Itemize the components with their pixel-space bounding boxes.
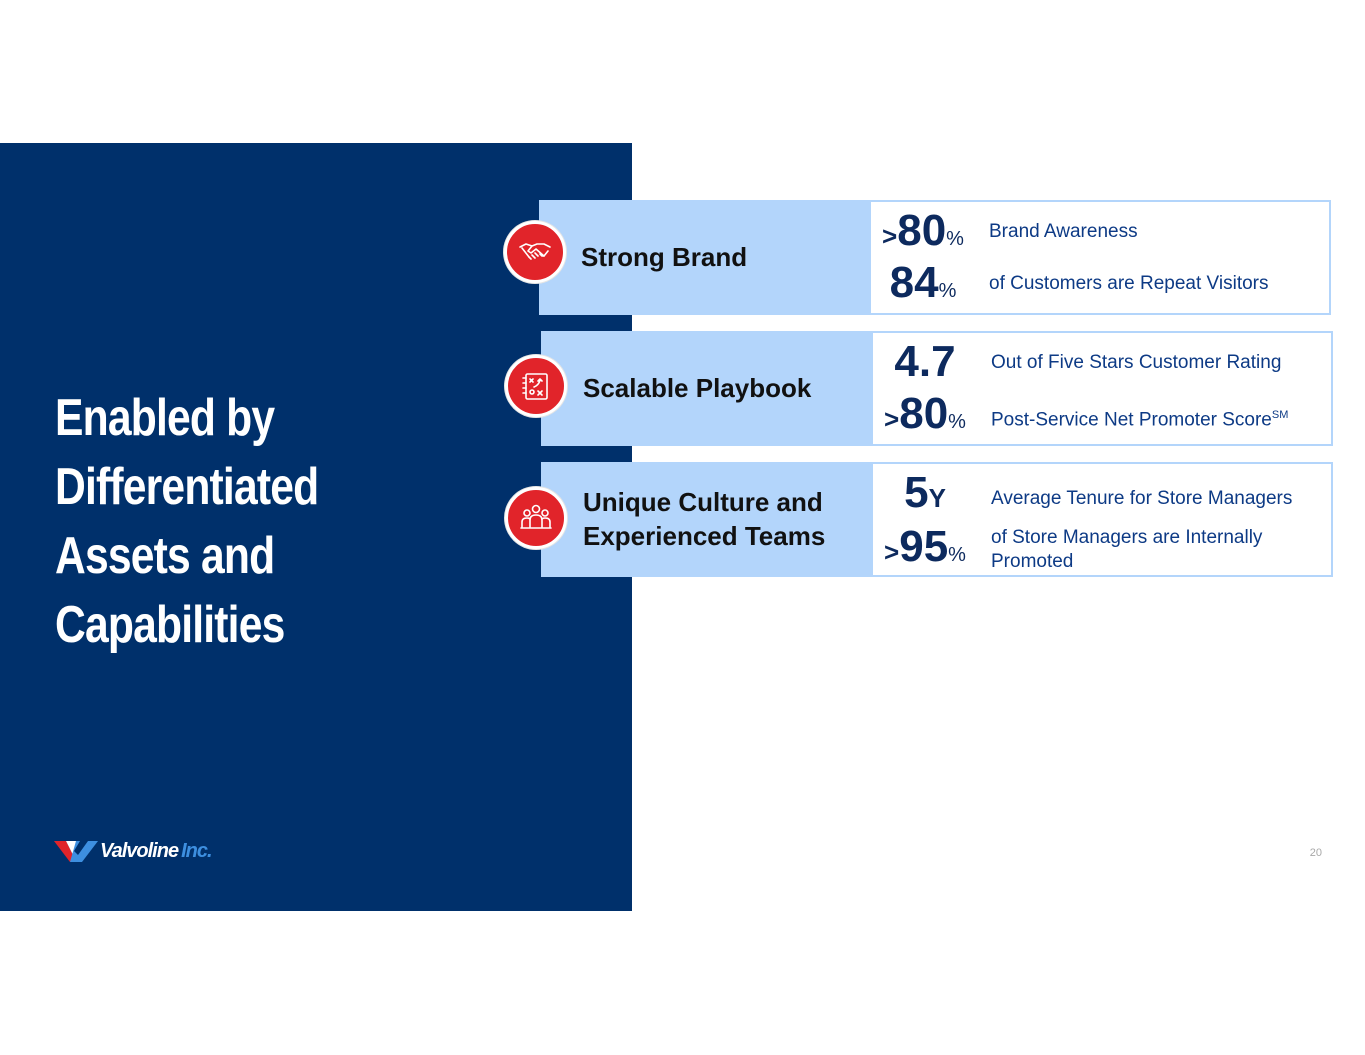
stat-item: >80% Brand Awareness	[871, 206, 1311, 256]
valvoline-v-logo-icon	[54, 841, 98, 862]
stat-description: of Customers are Repeat Visitors	[989, 273, 1269, 294]
stat-description: of Store Managers are Internally Promote…	[991, 527, 1263, 572]
headline-line-4: Capabilities	[55, 596, 285, 654]
row-stats-box: 5Y Average Tenure for Store Managers >95…	[871, 462, 1333, 577]
row-title-line: Unique Culture and	[583, 487, 823, 517]
team-icon	[505, 487, 567, 549]
headline: Enabled by Differentiated Assets and Cap…	[55, 384, 376, 660]
row-title-line: Experienced Teams	[583, 521, 826, 551]
capability-row-strong-brand: Strong Brand >80% Brand Awareness 84% of…	[539, 200, 1331, 315]
row-label-box: Strong Brand	[539, 200, 869, 315]
valvoline-logo: Valvoline Inc.	[54, 838, 213, 864]
handshake-icon	[504, 221, 566, 283]
headline-line-3: Assets and	[55, 527, 275, 585]
stat-item: 4.7 Out of Five Stars Customer Rating	[873, 337, 1313, 387]
stat-description: Average Tenure for Store Managers	[991, 488, 1293, 509]
row-stats-box: 4.7 Out of Five Stars Customer Rating >8…	[871, 331, 1333, 446]
stat-value: >80%	[882, 206, 964, 255]
stat-description: Post-Service Net Promoter ScoreSM	[991, 409, 1289, 431]
stat-item: >80% Post-Service Net Promoter ScoreSM	[873, 389, 1313, 439]
stat-value: 84%	[889, 258, 957, 307]
row-label-box: Scalable Playbook	[541, 331, 871, 446]
stat-description: Out of Five Stars Customer Rating	[991, 352, 1282, 373]
row-label-box: Unique Culture and Experienced Teams	[541, 462, 871, 577]
stat-value: 4.7	[894, 337, 956, 386]
capability-row-culture-teams: Unique Culture and Experienced Teams 5Y …	[541, 462, 1333, 577]
playbook-strategy-icon	[505, 355, 567, 417]
headline-line-2: Differentiated	[55, 458, 319, 516]
stat-description: Brand Awareness	[989, 221, 1138, 242]
headline-line-1: Enabled by	[55, 389, 275, 447]
row-title: Scalable Playbook	[583, 373, 812, 403]
stat-item: 84% of Customers are Repeat Visitors	[871, 258, 1311, 308]
stat-value: >95%	[884, 522, 966, 571]
capability-row-scalable-playbook: Scalable Playbook 4.7 Out of Five Stars …	[541, 331, 1333, 446]
page-number: 20	[1309, 847, 1322, 859]
stat-item: 5Y Average Tenure for Store Managers	[873, 468, 1313, 518]
stat-value: >80%	[884, 389, 966, 438]
row-title: Strong Brand	[581, 242, 748, 272]
row-stats-box: >80% Brand Awareness 84% of Customers ar…	[869, 200, 1331, 315]
stat-value: 5Y	[904, 468, 946, 517]
row-title: Unique Culture and Experienced Teams	[583, 485, 825, 553]
stat-item: >95% of Store Managers are Internally Pr…	[873, 522, 1313, 572]
logo-wordmark: Valvoline Inc.	[100, 839, 213, 862]
